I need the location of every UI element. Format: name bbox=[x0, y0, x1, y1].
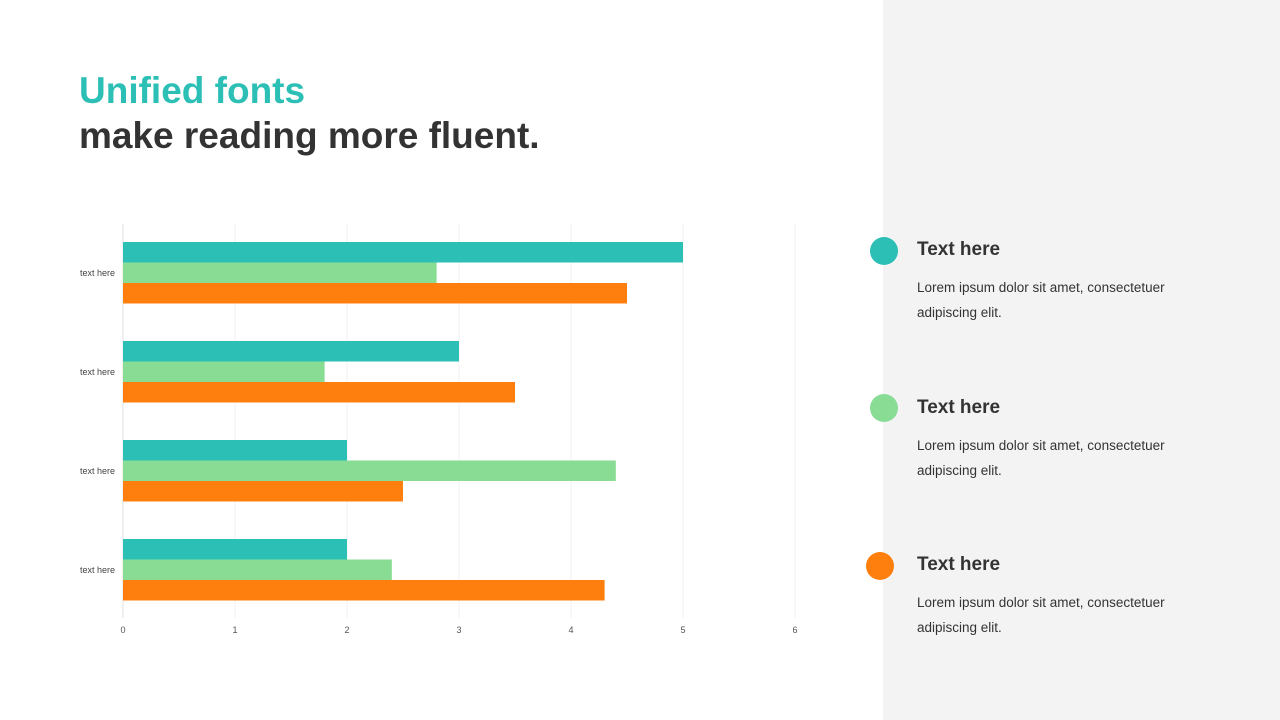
legend-dot-green-icon bbox=[870, 394, 898, 422]
legend-dot-teal-icon bbox=[870, 237, 898, 265]
right-panel bbox=[883, 0, 1280, 720]
bar bbox=[123, 481, 403, 502]
bar bbox=[123, 460, 616, 481]
chart-bars bbox=[123, 242, 683, 601]
title-line-1: Unified fonts bbox=[79, 70, 306, 111]
legend-item-2: Text here Lorem ipsum dolor sit amet, co… bbox=[866, 394, 1246, 505]
bar bbox=[123, 262, 437, 283]
bar bbox=[123, 283, 627, 304]
x-tick-label: 2 bbox=[344, 625, 349, 635]
x-tick-label: 5 bbox=[680, 625, 685, 635]
bar bbox=[123, 440, 347, 461]
x-tick-label: 0 bbox=[120, 625, 125, 635]
bar bbox=[123, 559, 392, 580]
x-tick-label: 4 bbox=[568, 625, 573, 635]
x-tick-label: 1 bbox=[232, 625, 237, 635]
legend-description: Lorem ipsum dolor sit amet, consectetuer… bbox=[917, 280, 1165, 320]
bar bbox=[123, 361, 325, 382]
legend-item-3: Text here Lorem ipsum dolor sit amet, co… bbox=[866, 552, 1246, 662]
bar bbox=[123, 242, 683, 263]
bar bbox=[123, 341, 459, 362]
x-tick-label: 3 bbox=[456, 625, 461, 635]
legend-dot-orange-icon bbox=[866, 552, 894, 580]
legend-description: Lorem ipsum dolor sit amet, consectetuer… bbox=[917, 595, 1165, 635]
bar bbox=[123, 539, 347, 560]
legend-heading: Text here bbox=[917, 554, 1001, 575]
legend-heading: Text here bbox=[917, 239, 1001, 260]
bar bbox=[123, 580, 605, 601]
category-label: text here bbox=[80, 367, 115, 377]
title-line-2: make reading more fluent. bbox=[79, 115, 540, 156]
category-label: text here bbox=[80, 565, 115, 575]
legend-description: Lorem ipsum dolor sit amet, consectetuer… bbox=[917, 438, 1165, 478]
bar bbox=[123, 382, 515, 403]
category-label: text here bbox=[80, 466, 115, 476]
chart-labels: 0 1 2 3 4 5 6 text here text here text here text h… bbox=[80, 268, 798, 635]
x-tick-label: 6 bbox=[792, 625, 797, 635]
bar-chart: 0 1 2 3 4 5 6 text here text here text here text h… bbox=[80, 224, 798, 635]
legend-heading: Text here bbox=[917, 397, 1001, 418]
category-label: text here bbox=[80, 268, 115, 278]
legend-item-1: Text here Lorem ipsum dolor sit amet, co… bbox=[866, 237, 1246, 347]
